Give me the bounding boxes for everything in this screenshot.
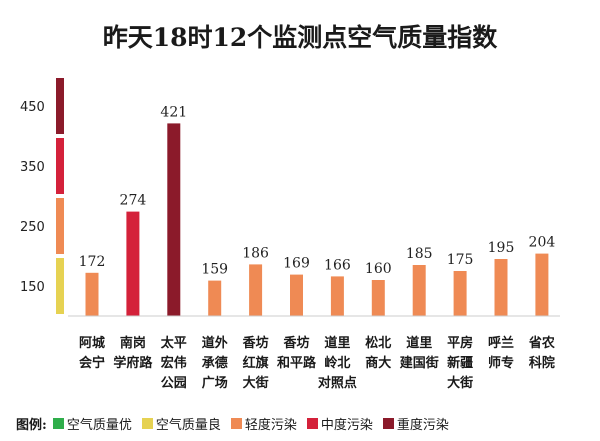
bar-value-label: 169 xyxy=(283,256,310,272)
x-tick-label: 岭北 xyxy=(324,355,350,371)
bar-value-label: 175 xyxy=(447,252,474,268)
legend-swatch xyxy=(52,417,64,429)
bar xyxy=(126,211,140,316)
x-tick-label: 太平 xyxy=(160,335,187,351)
x-tick-label: 南岗 xyxy=(120,335,146,351)
x-tick-label: 广场 xyxy=(202,375,228,391)
legend: 图例: 空气质量优 空气质量良 轻度污染 中度污染 重度污染 xyxy=(16,412,459,434)
legend-label: 空气质量良 xyxy=(155,417,221,433)
x-tick-label: 阿城 xyxy=(79,335,105,351)
legend-label: 重度污染 xyxy=(396,417,449,433)
legend-label: 中度污染 xyxy=(320,417,373,433)
bar xyxy=(535,253,549,316)
x-tick-label: 呼兰 xyxy=(488,335,514,351)
bar-value-label: 172 xyxy=(79,254,106,270)
x-tick-label: 对照点 xyxy=(318,375,357,391)
x-tick-label: 道里 xyxy=(406,335,432,351)
x-tick-label: 科院 xyxy=(529,355,555,371)
x-tick-label: 学府路 xyxy=(113,355,153,371)
x-tick-label: 大街 xyxy=(447,375,473,391)
legend-item: 重度污染 xyxy=(382,414,449,433)
bar xyxy=(249,264,263,316)
scale-band-3 xyxy=(56,258,64,314)
x-tick-label: 大街 xyxy=(243,375,269,391)
x-axis-labels: 阿城会宁南岗学府路太平宏伟公园道外承德广场香坊红旗大街香坊和平路道里岭北对照点松… xyxy=(79,335,555,391)
legend-item: 空气质量优 xyxy=(52,414,132,433)
bar-value-label: 185 xyxy=(406,246,433,262)
x-tick-label: 建国街 xyxy=(400,355,439,371)
bar-value-label: 195 xyxy=(488,240,515,256)
x-tick-label: 会宁 xyxy=(79,355,105,371)
x-tick-label: 公园 xyxy=(161,376,187,391)
x-tick-label: 松北 xyxy=(365,335,391,351)
bar-value-label: 166 xyxy=(324,257,351,273)
bar-value-label: 421 xyxy=(160,104,187,120)
bar xyxy=(167,123,181,317)
legend-title: 图例: xyxy=(16,417,47,433)
x-tick-label: 师专 xyxy=(488,355,514,371)
x-tick-label: 道外 xyxy=(202,335,228,351)
bar-value-label: 274 xyxy=(120,193,147,209)
legend-swatch xyxy=(306,417,318,429)
y-tick-label: 250 xyxy=(20,220,45,235)
bar xyxy=(412,265,426,316)
x-tick-label: 和平路 xyxy=(277,355,317,371)
bar xyxy=(494,259,508,316)
x-tick-label: 商大 xyxy=(365,355,391,371)
legend-items: 空气质量优 空气质量良 轻度污染 中度污染 重度污染 xyxy=(52,414,459,433)
bar xyxy=(208,280,222,316)
bar xyxy=(453,271,467,316)
legend-swatch xyxy=(141,417,153,429)
legend-item: 空气质量良 xyxy=(141,414,221,433)
bar xyxy=(290,274,303,316)
bar xyxy=(330,276,344,316)
bar xyxy=(371,280,385,316)
scale-band-2 xyxy=(56,198,64,254)
y-tick-label: 450 xyxy=(20,100,45,115)
x-tick-label: 红旗 xyxy=(243,355,269,371)
x-tick-label: 宏伟 xyxy=(161,355,187,371)
x-tick-label: 香坊 xyxy=(242,335,269,351)
legend-label: 轻度污染 xyxy=(244,417,297,433)
bar-value-label: 160 xyxy=(365,261,392,277)
bar-value-label: 159 xyxy=(201,262,228,278)
chart-title: 昨天18时12个监测点空气质量指数 xyxy=(103,23,499,52)
x-tick-label: 道里 xyxy=(324,335,350,351)
legend-item: 中度污染 xyxy=(306,414,373,433)
scale-band-1 xyxy=(56,138,64,194)
legend-swatch xyxy=(382,417,394,429)
legend-swatch xyxy=(230,417,242,429)
value-labels-group: 172 274 421 159 186 169 166 160 185 175 195 204 xyxy=(79,104,556,277)
y-tick-label: 350 xyxy=(20,160,45,175)
x-tick-label: 省农 xyxy=(528,335,555,351)
x-tick-label: 香坊 xyxy=(282,335,309,351)
bar-value-label: 204 xyxy=(529,235,556,251)
bar-value-label: 186 xyxy=(242,245,269,261)
x-tick-label: 新疆 xyxy=(447,355,473,371)
legend-item: 轻度污染 xyxy=(230,414,297,433)
y-tick-label: 150 xyxy=(20,280,45,295)
legend-label: 空气质量优 xyxy=(66,417,132,433)
aqi-scale-bar xyxy=(56,78,64,314)
y-axis-ticks: 450 350 250 150 xyxy=(20,100,45,295)
bar xyxy=(85,272,99,316)
x-tick-label: 平房 xyxy=(447,335,473,351)
x-tick-label: 承德 xyxy=(202,355,228,371)
bars-group xyxy=(85,123,549,317)
scale-band-0 xyxy=(56,78,64,134)
